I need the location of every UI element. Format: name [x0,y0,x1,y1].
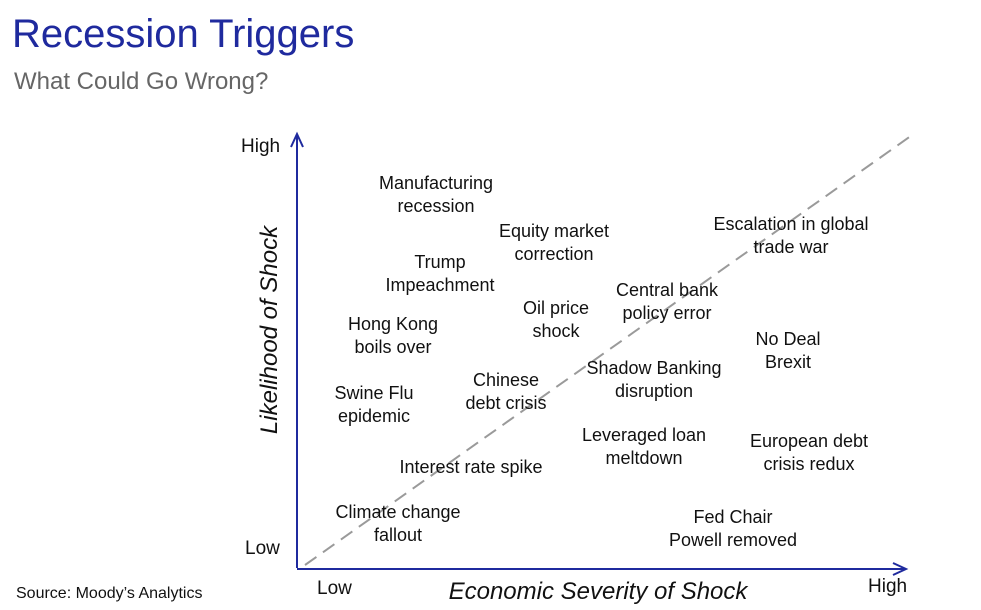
trigger-line: Central bank [615,280,719,300]
trigger-line: Leveraged loan [581,425,707,445]
trigger-line: debt crisis [465,393,547,413]
trigger-label: Central bank policy error [616,279,718,325]
trigger-label: Equity market correction [499,220,609,266]
trigger-line: correction [514,244,594,264]
trigger-line: recession [397,196,475,216]
trigger-line: trade war [753,237,829,257]
trigger-label: Fed Chair Powell removed [669,506,797,552]
trigger-line: Equity market [498,221,610,241]
y-axis-high-label: High [241,136,281,157]
trigger-line: Interest rate spike [399,457,543,477]
trigger-label: Swine Flu epidemic [334,382,413,428]
trigger-line: boils over [354,337,432,357]
x-axis-title: Economic Severity of Shock [448,578,748,605]
trigger-label: Leveraged loan meltdown [582,424,706,470]
trigger-label: Manufacturing recession [379,172,493,218]
trigger-line: Manufacturing [378,173,494,193]
trigger-line: policy error [622,303,712,323]
trigger-label: Hong Kong boils over [348,313,438,359]
trigger-line: Swine Flu [334,383,414,403]
source-note: Source: Moody’s Analytics [16,585,203,602]
trigger-line: disruption [614,381,694,401]
trigger-line: meltdown [605,448,683,468]
trigger-line: Oil price [522,298,590,318]
trigger-label: No Deal Brexit [755,328,820,374]
trigger-line: crisis redux [763,454,855,474]
trigger-line: Escalation in global [713,214,869,234]
trigger-line: Impeachment [385,275,495,295]
trigger-line: Shadow Banking [586,358,722,378]
trigger-line: shock [532,321,580,341]
y-axis-title: Likelihood of Shock [256,225,283,435]
trigger-label: Oil price shock [523,297,589,343]
trigger-line: Chinese [472,370,540,390]
x-axis-high-label: High [868,576,908,597]
page-subtitle: What Could Go Wrong? [14,68,269,95]
y-axis-low-label: Low [245,538,280,559]
page-title: Recession Triggers [12,12,355,56]
trigger-label: Trump Impeachment [385,251,494,297]
trigger-line: Climate change [335,502,461,522]
trigger-label: Escalation in global trade war [713,213,868,259]
trigger-label: Climate change fallout [335,501,460,547]
trigger-line: fallout [373,525,423,545]
diagonal-reference-line [304,132,916,566]
trigger-line: Trump [414,252,466,272]
x-axis-low-label: Low [317,578,352,599]
trigger-label: Interest rate spike [399,456,542,479]
y-axis-arrow-icon [290,131,304,148]
trigger-label: Chinese debt crisis [465,369,546,415]
trigger-line: Hong Kong [347,314,439,334]
trigger-line: Powell removed [668,530,798,550]
trigger-line: No Deal [755,329,821,349]
trigger-line: Brexit [764,352,811,372]
x-axis-arrow-icon [892,562,909,576]
trigger-label: European debt crisis redux [750,430,868,476]
trigger-line: epidemic [337,406,411,426]
trigger-line: Fed Chair [693,507,773,527]
trigger-line: European debt [749,431,869,451]
trigger-label: Shadow Banking disruption [586,357,721,403]
